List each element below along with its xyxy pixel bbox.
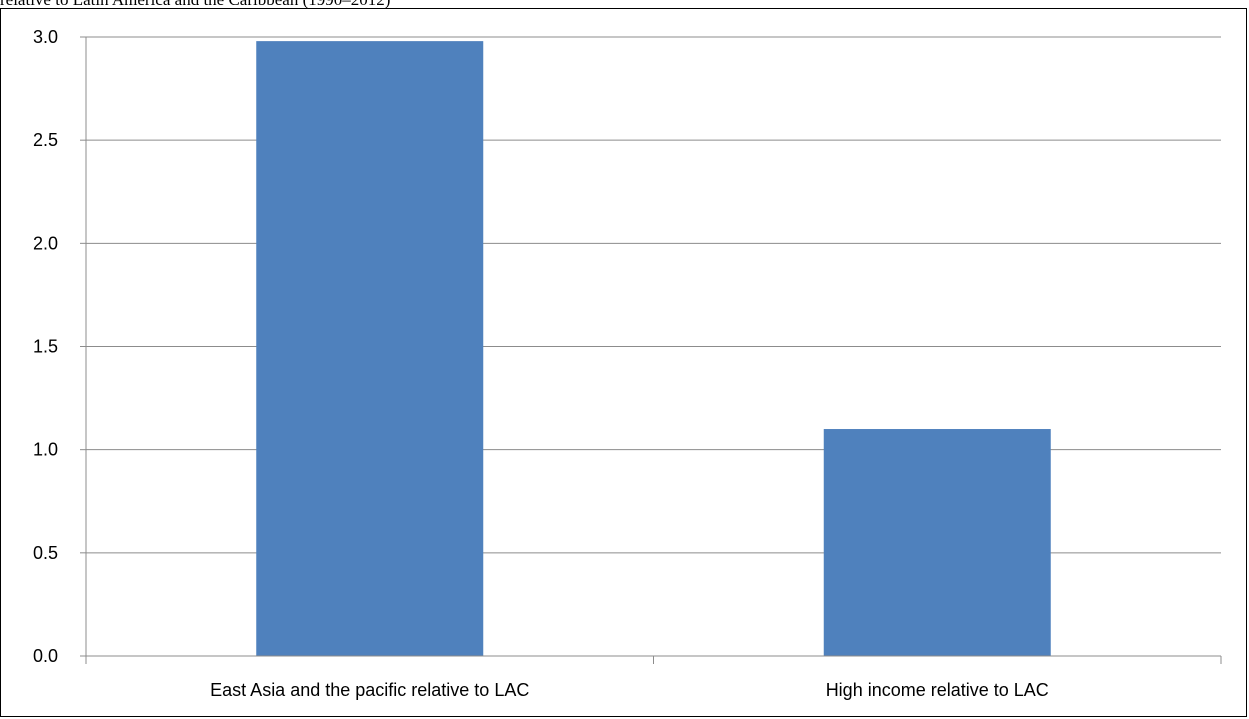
x-tick-label: High income relative to LAC	[826, 680, 1049, 700]
y-tick-label: 3.0	[33, 27, 58, 47]
y-tick-label: 1.0	[33, 440, 58, 460]
chart-caption: relative to Latin America and the Caribb…	[0, 0, 1249, 9]
bar	[823, 429, 1051, 656]
axis-labels: 0.0 0.5 1.0 1.5 2.0 2.5 3.0 East Asia and the p…	[33, 27, 1049, 700]
bars	[256, 41, 1051, 657]
y-tick-label: 0.5	[33, 543, 58, 563]
axes	[80, 36, 1222, 664]
y-tick-label: 1.5	[33, 337, 58, 357]
bar	[256, 41, 484, 657]
y-tick-label: 0.0	[33, 646, 58, 666]
y-tick-label: 2.0	[33, 233, 58, 253]
x-tick-label: East Asia and the pacific relative to LA…	[210, 680, 529, 700]
y-tick-label: 2.5	[33, 130, 58, 150]
